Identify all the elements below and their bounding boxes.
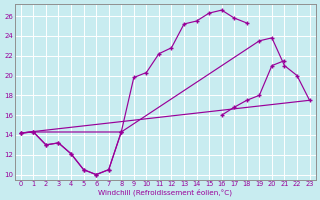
X-axis label: Windchill (Refroidissement éolien,°C): Windchill (Refroidissement éolien,°C) bbox=[98, 188, 232, 196]
